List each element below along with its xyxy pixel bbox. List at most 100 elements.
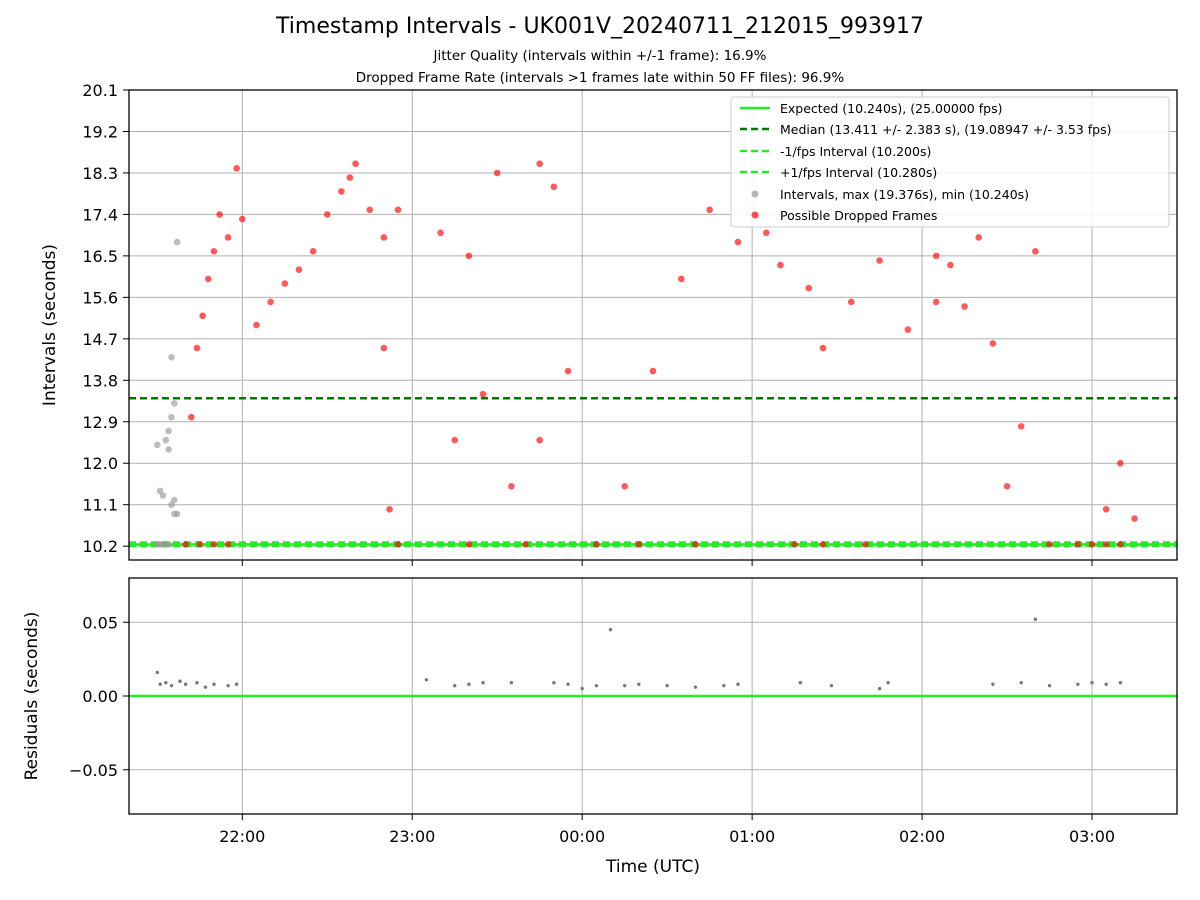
- top-y-tick-label: 12.9: [82, 413, 118, 432]
- bottom-plot-y-ticks: 0.05 0.00 −0.05: [69, 613, 129, 780]
- data-point: [876, 257, 883, 264]
- data-point: [173, 238, 181, 246]
- data-point: [205, 275, 212, 283]
- residual-point: [736, 682, 740, 686]
- data-point: [1017, 423, 1025, 430]
- top-plot-frame: [128, 89, 1178, 561]
- top-y-tick-label: 18.3: [82, 164, 118, 183]
- residual-point: [226, 683, 230, 688]
- data-point: [975, 234, 983, 241]
- legend-minus-fps-label: -1/fps Interval (10.200s): [780, 144, 931, 159]
- x-tick-label: 22:00: [219, 827, 265, 846]
- residual-point: [195, 681, 199, 685]
- data-point: [165, 541, 172, 548]
- data-point: [593, 541, 600, 548]
- bottom-y-tick-label: 0.00: [82, 687, 118, 706]
- residual-point: [1047, 683, 1052, 688]
- residual-point: [424, 678, 429, 682]
- data-point: [706, 206, 713, 214]
- data-point: [338, 188, 345, 195]
- data-point: [1102, 506, 1110, 513]
- data-point: [1074, 541, 1082, 548]
- residual-point: [580, 686, 584, 691]
- data-point: [165, 446, 172, 453]
- residual-point: [183, 682, 188, 686]
- residual-point: [829, 683, 834, 688]
- data-point: [210, 247, 218, 255]
- data-point: [1131, 515, 1138, 522]
- data-point: [1102, 541, 1110, 548]
- data-point: [479, 390, 487, 398]
- data-point: [366, 206, 374, 214]
- top-y-tick-label: 16.5: [82, 247, 118, 266]
- data-point: [508, 482, 515, 490]
- data-point: [678, 275, 685, 283]
- data-point: [394, 206, 402, 214]
- top-y-tick-label: 12.0: [82, 454, 118, 473]
- x-tick-label: 03:00: [1069, 827, 1115, 846]
- legend-median-label: Median (13.411 +/- 2.383 s), (19.08947 +…: [780, 122, 1111, 137]
- data-point: [734, 238, 742, 246]
- residual-point: [164, 681, 168, 685]
- data-point: [162, 436, 170, 444]
- top-y-tick-label: 10.2: [82, 537, 118, 556]
- residual-point: [453, 683, 457, 688]
- data-point: [947, 261, 954, 269]
- top-y-tick-label: 11.1: [82, 496, 118, 515]
- data-point: [1117, 541, 1124, 548]
- top-y-tick-label: 20.1: [82, 81, 118, 100]
- data-point: [635, 541, 643, 548]
- residual-point: [1033, 617, 1038, 621]
- residual-point: [886, 681, 890, 685]
- legend: Expected (10.240s), (25.00000 fps) Media…: [730, 96, 1170, 228]
- data-point: [154, 441, 161, 449]
- top-plot-x-ticks: [241, 560, 1093, 566]
- top-y-tick-label: 13.8: [82, 371, 118, 390]
- residual-point: [637, 682, 641, 686]
- legend-dropped-marker: [751, 211, 759, 219]
- data-point: [281, 280, 289, 287]
- data-point: [1003, 482, 1011, 490]
- residual-point: [722, 683, 726, 688]
- data-point: [309, 247, 317, 255]
- data-point: [165, 427, 172, 435]
- top-y-tick-label: 14.7: [82, 330, 118, 349]
- residual-point: [467, 682, 471, 686]
- top-plot-y-label: Intervals (seconds): [40, 244, 60, 406]
- bottom-y-tick-label: 0.05: [82, 613, 118, 632]
- data-point: [805, 284, 813, 292]
- data-point: [386, 506, 393, 513]
- data-point: [352, 160, 359, 168]
- x-tick-label: 02:00: [899, 827, 945, 846]
- data-point: [346, 174, 354, 181]
- bottom-plot-y-label: Residuals (seconds): [22, 612, 42, 781]
- residual-point: [665, 683, 669, 688]
- data-point: [380, 234, 388, 241]
- data-point: [465, 252, 473, 260]
- x-tick-label: 00:00: [559, 827, 605, 846]
- data-point: [522, 541, 529, 548]
- data-point: [692, 541, 699, 548]
- residual-point: [509, 681, 514, 685]
- residual-point: [877, 686, 882, 691]
- data-point: [173, 510, 181, 518]
- legend-box: [730, 96, 1170, 228]
- legend-dropped-label: Possible Dropped Frames: [780, 208, 937, 223]
- data-point: [196, 541, 204, 548]
- x-tick-label: 23:00: [389, 827, 435, 846]
- residual-point: [481, 681, 485, 685]
- data-point: [182, 541, 189, 548]
- data-point: [171, 400, 178, 407]
- data-point: [493, 169, 501, 177]
- chart-subtitle-dropped: Dropped Frame Rate (intervals >1 frames …: [355, 70, 845, 86]
- data-point: [199, 312, 206, 320]
- data-point: [777, 261, 784, 269]
- residual-point: [212, 682, 216, 686]
- data-point: [1032, 247, 1039, 255]
- top-y-tick-label: 17.4: [82, 205, 118, 224]
- residual-point: [566, 682, 570, 686]
- residual-point: [234, 682, 239, 686]
- data-point: [216, 211, 223, 218]
- data-point: [159, 492, 167, 499]
- residual-point: [158, 682, 162, 686]
